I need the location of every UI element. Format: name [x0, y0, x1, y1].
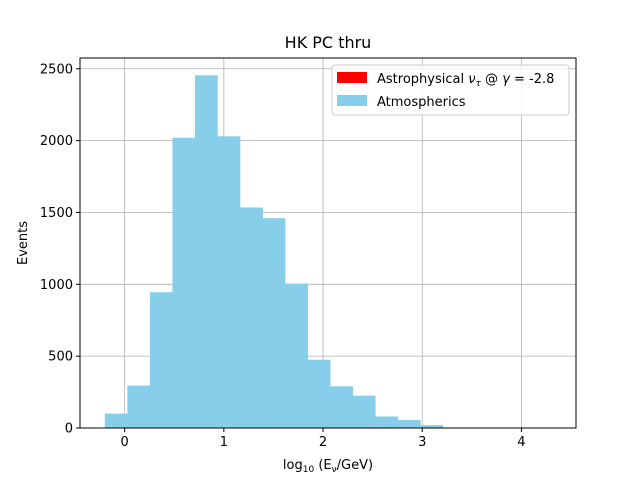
histogram-bar [262, 218, 286, 428]
x-tick-label: 3 [418, 435, 426, 450]
histogram-bar [420, 425, 444, 428]
histogram-bar [240, 207, 263, 428]
legend-box [331, 64, 570, 116]
legend-label-atmospherics: Atmospherics [377, 95, 466, 110]
legend-swatch-atmospherics [337, 95, 367, 106]
x-tick-label: 4 [517, 435, 525, 450]
histogram-bars [104, 75, 489, 429]
y-tick-label: 2500 [40, 62, 73, 77]
histogram-bar [397, 420, 421, 428]
histogram-bar [330, 386, 354, 428]
x-tick-label: 0 [120, 435, 128, 450]
y-tick-label: 1500 [40, 206, 73, 221]
legend-label-astrophysical: Astrophysical ντ @ γ = -2.8 [377, 72, 554, 89]
x-axis-ticks: 0 1 2 3 4 [120, 428, 526, 450]
legend-swatch-astrophysical [337, 72, 367, 83]
histogram-bar [194, 75, 218, 428]
histogram-bar [172, 137, 196, 429]
histogram-bar [104, 413, 128, 428]
histogram-bar [307, 359, 331, 428]
histogram-bar [127, 385, 151, 428]
legend: Astrophysical ντ @ γ = -2.8 Atmospherics [331, 64, 570, 116]
histogram-bar [217, 136, 241, 429]
histogram-bar [375, 416, 399, 428]
y-tick-label: 0 [65, 422, 73, 437]
x-tick-label: 1 [220, 435, 228, 450]
y-axis-label: Events [16, 221, 31, 265]
y-tick-label: 2000 [40, 134, 73, 149]
histogram-bar [149, 292, 173, 428]
histogram-bar [352, 395, 376, 428]
histogram-bar [285, 283, 308, 428]
plot-frame [79, 57, 577, 429]
x-axis-label: log10 (Eν/GeV) [283, 458, 373, 475]
chart-title: HK PC thru [285, 33, 372, 52]
y-axis-ticks: 0 500 1000 1500 2000 2500 [40, 62, 80, 437]
x-tick-label: 2 [319, 435, 327, 450]
y-tick-label: 500 [48, 350, 73, 365]
y-tick-label: 1000 [40, 278, 73, 293]
